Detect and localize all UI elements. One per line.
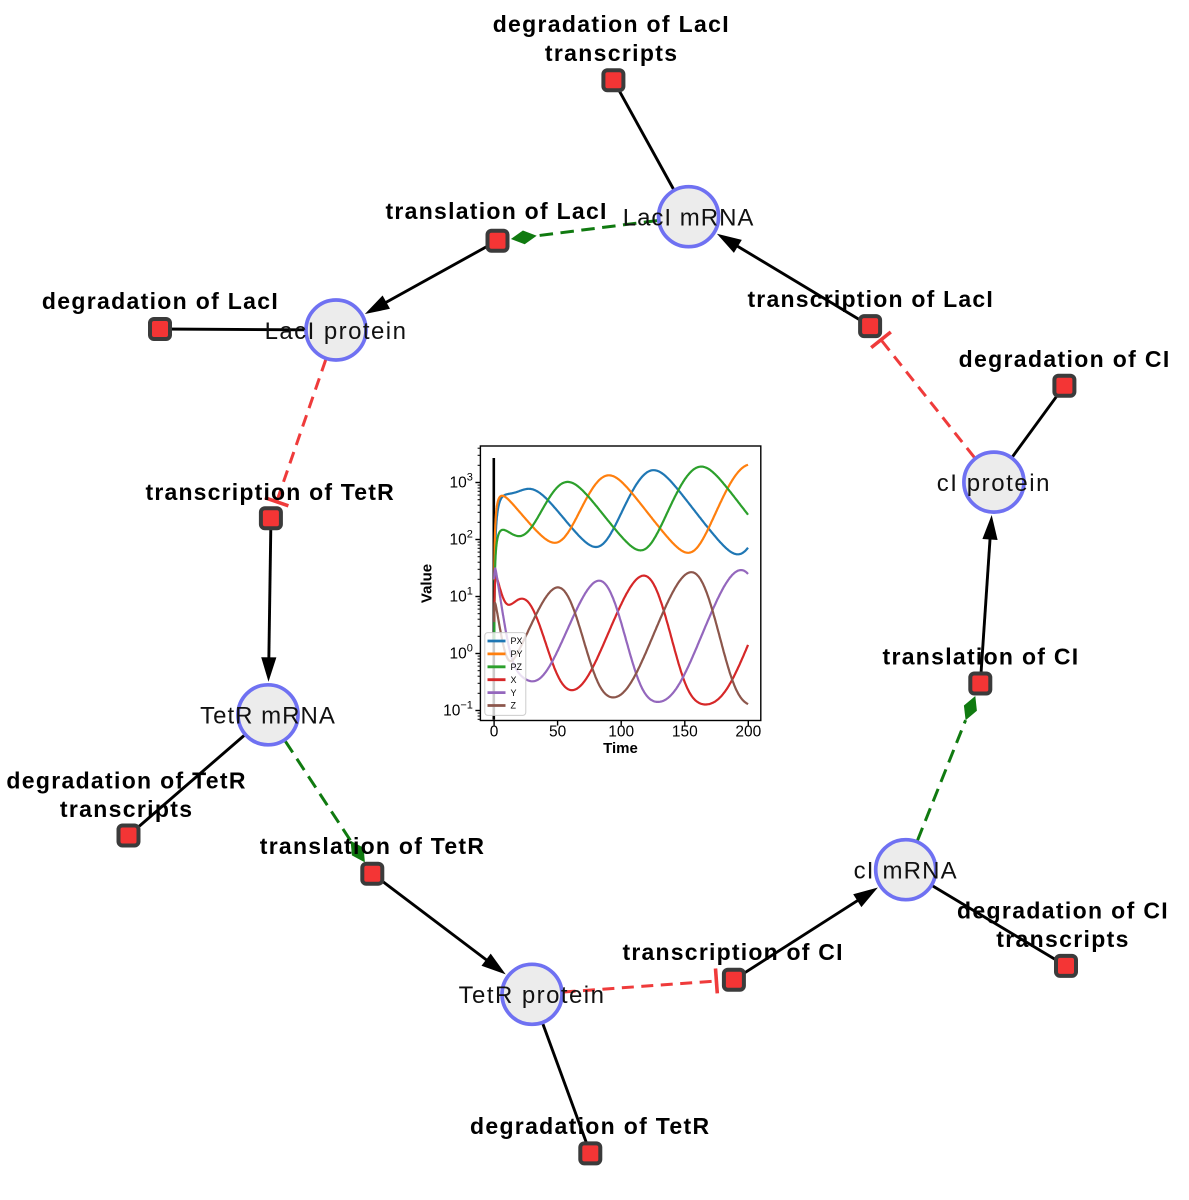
svg-text:PZ: PZ <box>511 662 523 672</box>
svg-text:Value: Value <box>419 564 436 603</box>
svg-text:150: 150 <box>672 724 698 741</box>
svg-text:X: X <box>511 675 517 685</box>
svg-text:degradation of LacI: degradation of LacI <box>42 288 279 314</box>
svg-text:100: 100 <box>608 724 634 741</box>
svg-text:TetR mRNA: TetR mRNA <box>200 703 336 730</box>
svg-text:transcripts: transcripts <box>60 796 194 822</box>
svg-text:PY: PY <box>511 649 523 659</box>
svg-text:TetR protein: TetR protein <box>459 982 606 1009</box>
svg-text:translation of TetR: translation of TetR <box>260 833 485 859</box>
svg-text:translation of CI: translation of CI <box>883 644 1080 670</box>
svg-text:cI protein: cI protein <box>937 470 1051 497</box>
svg-text:degradation of TetR: degradation of TetR <box>6 767 246 793</box>
svg-text:transcription of CI: transcription of CI <box>622 939 843 965</box>
svg-text:transcription of LacI: transcription of LacI <box>747 286 994 312</box>
svg-text:degradation of TetR: degradation of TetR <box>470 1113 710 1139</box>
svg-text:degradation of CI: degradation of CI <box>957 898 1169 924</box>
svg-text:transcripts: transcripts <box>545 40 679 66</box>
svg-text:LacI mRNA: LacI mRNA <box>623 205 755 232</box>
svg-text:degradation of LacI: degradation of LacI <box>493 11 730 37</box>
svg-text:degradation of CI: degradation of CI <box>959 346 1171 372</box>
svg-text:cI mRNA: cI mRNA <box>854 858 958 885</box>
svg-text:Z: Z <box>511 701 517 711</box>
svg-text:Time: Time <box>603 740 638 757</box>
svg-text:Y: Y <box>511 688 517 698</box>
svg-text:translation of LacI: translation of LacI <box>385 198 607 224</box>
svg-text:PX: PX <box>511 636 523 646</box>
svg-text:200: 200 <box>735 724 761 741</box>
svg-text:LacI protein: LacI protein <box>265 318 408 345</box>
svg-text:transcripts: transcripts <box>996 926 1130 952</box>
svg-text:transcription of TetR: transcription of TetR <box>145 479 394 505</box>
svg-text:50: 50 <box>549 724 567 741</box>
svg-text:0: 0 <box>490 724 499 741</box>
